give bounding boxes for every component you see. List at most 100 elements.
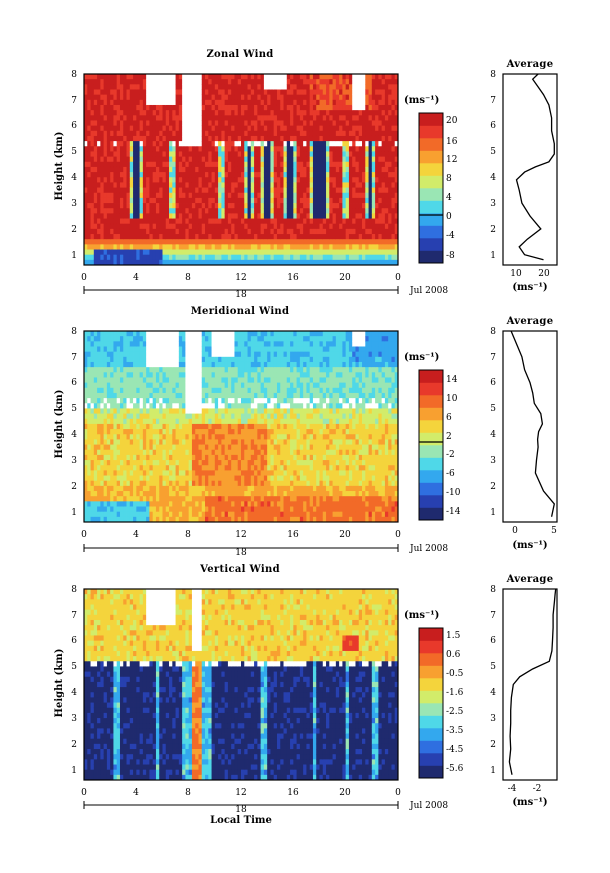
heatmap-cell [293, 177, 297, 183]
heatmap-cell [185, 177, 190, 183]
heatmap-cell [188, 516, 193, 523]
heatmap-cell [214, 120, 219, 127]
heatmap-cell [299, 218, 304, 225]
heatmap-cell [97, 408, 101, 414]
heatmap-cell [113, 351, 118, 358]
heatmap-cell [280, 146, 284, 152]
heatmap-cell [365, 135, 369, 142]
heatmap-cell [195, 434, 199, 440]
heatmap-cell [358, 223, 363, 230]
heatmap-cell [106, 146, 111, 152]
heatmap-cell [93, 166, 98, 173]
heatmap-cell [191, 511, 196, 518]
heatmap-cell [175, 434, 180, 440]
heatmap-cell [296, 141, 301, 147]
heatmap-cell [149, 361, 154, 368]
heatmap-cell [276, 120, 281, 127]
heatmap-cell [162, 418, 167, 425]
heatmap-cell [276, 182, 281, 188]
heatmap-cell [254, 223, 258, 230]
heatmap-cell [237, 89, 242, 96]
heatmap-cell [155, 403, 160, 409]
heatmap-cell [165, 141, 170, 147]
heatmap-cell [106, 475, 111, 482]
heatmap-cell [290, 187, 294, 194]
heatmap-cell [182, 434, 186, 440]
heatmap-cell [195, 239, 199, 245]
heatmap-cell [149, 449, 154, 456]
heatmap-cell [293, 166, 297, 173]
heatmap-cell [119, 361, 124, 368]
heatmap-cell [221, 146, 226, 152]
heatmap-cell [205, 351, 209, 358]
heatmap-cell [280, 120, 284, 127]
heatmap-cell [303, 254, 307, 261]
heatmap-cell [267, 94, 271, 101]
heatmap-cell [326, 239, 330, 245]
heatmap-cell [126, 506, 131, 513]
heatmap-cell [355, 187, 360, 194]
heatmap-cell [149, 223, 154, 230]
heatmap-cell [263, 182, 268, 188]
heatmap-cell [368, 203, 373, 209]
heatmap-cell [244, 244, 248, 250]
heatmap-cell [142, 239, 147, 245]
heatmap-cell [286, 259, 291, 266]
heatmap-cell [133, 439, 137, 445]
heatmap-cell [221, 239, 226, 245]
heatmap-cell [388, 146, 392, 152]
heatmap-cell [165, 187, 170, 194]
heatmap-cell [214, 228, 219, 235]
heatmap-cell [201, 161, 206, 168]
heatmap-cell [254, 94, 258, 101]
heatmap-cell [133, 361, 137, 368]
heatmap-cell [175, 392, 180, 399]
heatmap-cell [175, 203, 180, 209]
heatmap-cell [231, 218, 235, 225]
heatmap-cell [126, 244, 131, 250]
heatmap-cell [191, 208, 196, 214]
heatmap-cell [283, 74, 288, 80]
heatmap-cell [155, 475, 160, 482]
heatmap-cell [87, 444, 91, 451]
heatmap-cell [123, 465, 127, 471]
heatmap-cell [384, 203, 389, 209]
heatmap-cell [126, 239, 131, 245]
heatmap-cell [332, 239, 337, 245]
heatmap-cell [198, 156, 203, 163]
heatmap-cell [155, 110, 160, 116]
heatmap-cell [388, 259, 392, 266]
heatmap-cell [185, 475, 190, 482]
heatmap-cell [195, 382, 199, 389]
heatmap-cell [175, 104, 180, 111]
heatmap-cell [263, 218, 268, 225]
heatmap-cell [172, 351, 176, 358]
heatmap-cell [309, 177, 314, 183]
heatmap-cell [332, 146, 337, 152]
heatmap-cell [276, 228, 281, 235]
heatmap-cell [345, 125, 350, 132]
heatmap-cell [319, 130, 324, 137]
heatmap-cell [172, 115, 176, 121]
heatmap-cell [152, 239, 157, 245]
heatmap-cell [169, 197, 173, 204]
heatmap-cell [326, 192, 330, 199]
heatmap-cell [195, 491, 199, 497]
heatmap-cell [103, 110, 108, 116]
heatmap-cell [133, 398, 137, 404]
heatmap-cell [263, 187, 268, 194]
heatmap-cell [142, 259, 147, 266]
heatmap-cell [250, 99, 255, 106]
heatmap-cell [221, 166, 226, 173]
heatmap-cell [247, 254, 252, 261]
heatmap-cell [185, 485, 190, 492]
heatmap-cell [362, 197, 366, 204]
heatmap-cell [355, 89, 360, 96]
heatmap-cell [185, 244, 190, 250]
heatmap-cell [165, 336, 170, 342]
heatmap-cell [195, 403, 199, 409]
heatmap-cell [368, 239, 373, 245]
heatmap-cell [208, 203, 212, 209]
heatmap-cell [116, 491, 121, 497]
heatmap-cell [146, 511, 150, 518]
